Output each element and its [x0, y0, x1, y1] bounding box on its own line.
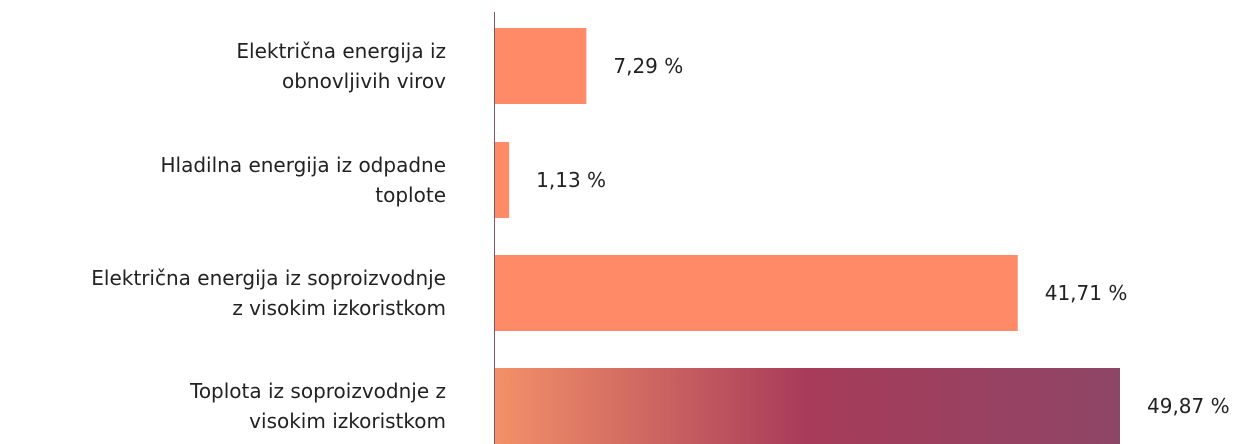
- value-label: 7,29 %: [613, 54, 684, 78]
- category-label: Toplota iz soproizvodnje z visokim izkor…: [190, 379, 446, 433]
- bar: [495, 255, 1018, 331]
- value-label: 41,71 %: [1044, 281, 1128, 305]
- category-label: Hladilna energija iz odpadne toplote: [160, 153, 447, 207]
- bar: [495, 368, 1120, 444]
- value-label: 49,87 %: [1147, 394, 1230, 418]
- bar: [495, 28, 587, 104]
- value-label: 1,13 %: [536, 168, 607, 192]
- category-label: Električna energija iz obnovljivih virov: [236, 39, 446, 93]
- bar: [495, 142, 510, 218]
- category-label: Električna energija iz soproizvodnje z v…: [91, 266, 446, 320]
